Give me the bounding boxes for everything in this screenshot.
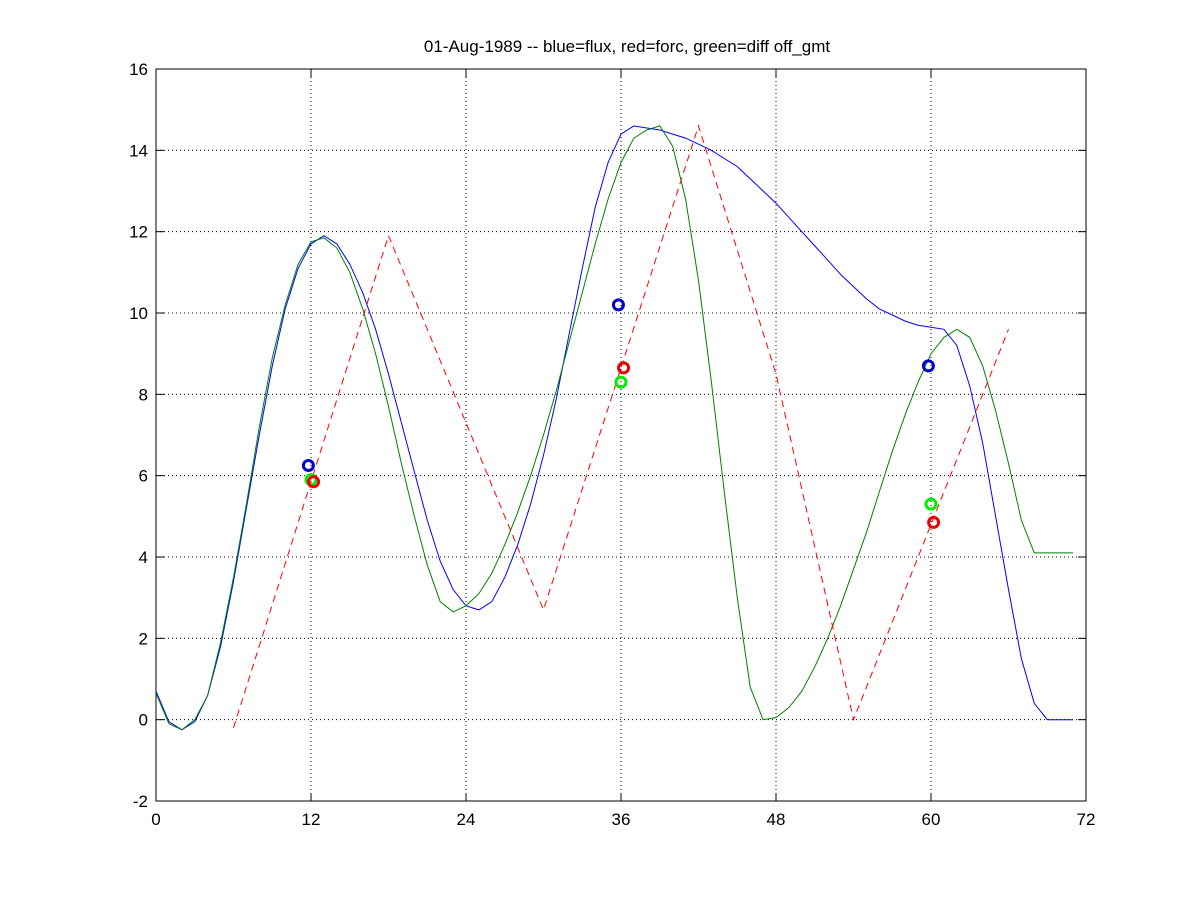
y-tick-label: 10 <box>129 304 148 323</box>
data-point-marker <box>611 298 625 312</box>
data-point-marker <box>617 361 631 375</box>
y-tick-label: 8 <box>139 385 148 404</box>
y-tick-label: 6 <box>139 467 148 486</box>
series-layer <box>155 124 1074 731</box>
data-point-marker <box>924 497 938 511</box>
grid <box>156 69 1086 801</box>
x-tick-label: 72 <box>1077 810 1096 829</box>
x-tick-label: 60 <box>922 810 941 829</box>
plot-frame <box>155 68 1087 802</box>
y-tick-label: -2 <box>133 792 148 811</box>
data-point-marker <box>301 459 315 472</box>
x-tick-label: 24 <box>457 810 476 829</box>
y-tick-label: 0 <box>139 711 148 730</box>
y-tick-label: 12 <box>129 223 148 242</box>
y-tick-label: 14 <box>129 141 148 160</box>
x-tick-label: 0 <box>151 810 160 829</box>
x-tick-label: 48 <box>767 810 786 829</box>
data-point-marker <box>927 515 941 529</box>
axes <box>155 68 1087 802</box>
data-point-marker <box>614 375 628 389</box>
y-tick-label: 2 <box>139 629 148 648</box>
x-tick-label: 36 <box>612 810 631 829</box>
chart-title: 01-Aug-1989 -- blue=flux, red=forc, gree… <box>424 37 830 56</box>
y-tick-label: 4 <box>139 548 148 567</box>
marker-layer <box>301 298 941 529</box>
x-tick-label: 12 <box>302 810 321 829</box>
series-line-2 <box>233 124 1009 728</box>
data-point-marker <box>307 475 321 489</box>
data-point-marker <box>921 359 935 373</box>
y-tick-label: 16 <box>129 60 148 79</box>
series-line-1 <box>155 125 1074 731</box>
series-line-0 <box>155 125 1074 731</box>
